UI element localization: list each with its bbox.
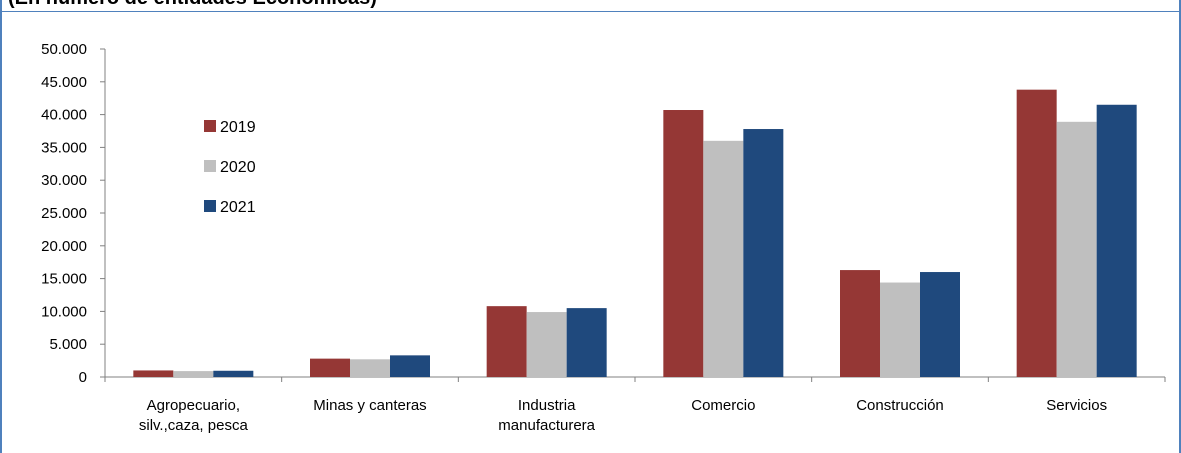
y-tick-label: 45.000 [41,74,87,91]
x-tick-label: Agropecuario, silv.,caza, pesca [139,397,249,434]
bar-2019-4 [840,270,880,377]
y-tick-label: 50.000 [41,41,87,58]
y-tick-label: 40.000 [41,107,87,124]
y-tick-label: 30.000 [41,172,87,189]
bars [133,89,1137,378]
y-tick-label: 0 [79,369,87,386]
bar-2020-3 [703,140,744,377]
x-tick-label: Industria manufacturera [498,397,595,434]
y-tick-label: 5.000 [49,336,87,353]
bar-2020-1 [350,359,390,377]
x-tick-label: Comercio [691,397,755,414]
legend-label-2020: 2020 [220,159,256,176]
chart-title: (En número de entidades Económicas) [8,0,377,10]
bar-2019-3 [663,110,704,378]
bar-2021-5 [1096,104,1137,377]
bar-2021-1 [390,355,430,377]
legend-label-2019: 2019 [220,119,256,136]
y-tick-label: 35.000 [41,139,87,156]
legend-label-2021: 2021 [220,199,256,216]
x-axis: Agropecuario, silv.,caza, pesca Minas y ca… [104,376,1166,434]
bar-2020-2 [526,312,567,377]
y-tick-label: 20.000 [41,238,87,255]
bar-2021-2 [566,308,607,377]
bar-2019-5 [1016,89,1057,377]
legend-swatch-2021 [204,200,216,212]
title-rule [0,11,1181,12]
y-tick-label: 10.000 [41,303,87,320]
bar-2021-4 [920,272,960,377]
legend-swatch-2020 [204,160,216,172]
legend-swatch-2019 [204,120,216,132]
bar-2020-0 [173,371,214,377]
x-tick-label: Construcción [856,397,944,414]
bar-2021-0 [213,370,254,377]
y-axis: 0 5.000 10.000 15.000 20.000 25.000 30.000 35.0… [41,41,106,386]
y-tick-label: 15.000 [41,271,87,288]
bar-2020-4 [880,282,920,377]
bar-2019-2 [486,306,527,377]
x-tick-label: Servicios [1046,397,1107,414]
bar-2019-0 [133,370,174,377]
x-tick-label: Minas y canteras [313,397,426,414]
y-tick-label: 25.000 [41,205,87,222]
bar-2020-5 [1056,121,1097,377]
bar-2021-3 [743,129,784,377]
bar-2019-1 [310,358,350,377]
legend: 2019 2020 2021 [204,119,256,216]
